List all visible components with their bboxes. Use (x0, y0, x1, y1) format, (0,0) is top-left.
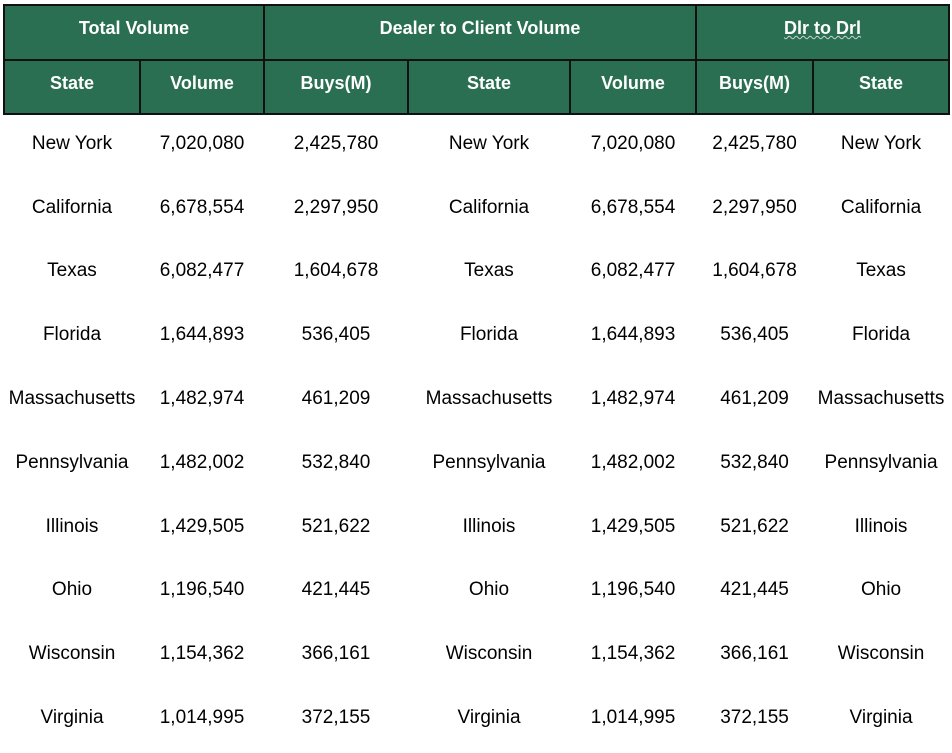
cell-state[interactable]: Illinois (462, 515, 516, 537)
cell-buys[interactable]: 2,425,780 (712, 132, 797, 154)
cell-buys[interactable]: 421,445 (301, 579, 371, 601)
cell-state[interactable]: Wisconsin (28, 643, 116, 665)
cell-volume[interactable]: 1,014,995 (159, 707, 245, 729)
cell-volume[interactable]: 1,196,540 (159, 579, 245, 601)
cell-buys[interactable]: 521,622 (301, 515, 371, 537)
group-header-dealer-to-client[interactable]: Dealer to Client Volume (262, 4, 698, 61)
cell-state[interactable]: Pennsylvania (824, 451, 938, 473)
cell-volume[interactable]: 1,429,505 (590, 515, 676, 537)
cell-buys[interactable]: 1,604,678 (293, 260, 379, 282)
cell-state[interactable]: Virginia (457, 707, 521, 729)
cell-volume[interactable]: 6,082,477 (590, 260, 676, 282)
cell-volume[interactable]: 1,154,362 (159, 643, 245, 665)
cell-state[interactable]: Ohio (860, 579, 902, 601)
cell-state[interactable]: New York (448, 132, 530, 154)
cell-volume[interactable]: 1,644,893 (590, 324, 676, 346)
cell-volume[interactable]: 1,482,974 (590, 388, 676, 410)
table-row: Ohio 1,196,540 421,445 Ohio 1,196,540 421,445… (4, 562, 949, 626)
cell-buys[interactable]: 2,297,950 (293, 196, 379, 218)
state-volume-table: Total Volume Dealer to Client Volume Dlr… (3, 4, 951, 753)
cell-state[interactable]: Massachusetts (817, 388, 945, 410)
column-header-volume[interactable]: Volume (568, 59, 698, 115)
cell-state[interactable]: Texas (856, 260, 906, 282)
cell-buys[interactable]: 366,161 (301, 643, 371, 665)
cell-volume[interactable]: 6,678,554 (159, 196, 245, 218)
table-row: Illinois 1,429,505 521,622 Illinois 1,429,50… (4, 498, 949, 562)
cell-volume[interactable]: 1,482,974 (159, 388, 245, 410)
table-row: Texas 6,082,477 1,604,678 Texas 6,082,477 1,6… (4, 243, 949, 307)
group-header-dlr-to-drl[interactable]: Dlr to Drl (695, 4, 951, 61)
cell-state[interactable]: Ohio (468, 579, 510, 601)
table-row: New York 7,020,080 2,425,780 New York 7,020,… (4, 114, 949, 179)
table-row: Pennsylvania 1,482,002 532,840 Pennsylvania… (4, 434, 949, 498)
cell-state[interactable]: California (448, 196, 530, 218)
column-header-volume[interactable]: Volume (139, 59, 265, 115)
cell-state[interactable]: Florida (459, 324, 519, 346)
column-header-state[interactable]: State (3, 59, 141, 115)
cell-state[interactable]: Illinois (45, 515, 99, 537)
table-row: Massachusetts 1,482,974 461,209 Massachuset… (4, 370, 949, 434)
cell-state[interactable]: Texas (47, 260, 97, 282)
cell-buys[interactable]: 532,840 (720, 451, 789, 473)
cell-state[interactable]: New York (31, 132, 113, 154)
cell-volume[interactable]: 7,020,080 (159, 132, 245, 154)
cell-buys[interactable]: 536,405 (720, 324, 789, 346)
column-header-state[interactable]: State (812, 59, 951, 115)
cell-volume[interactable]: 6,082,477 (159, 260, 245, 282)
cell-volume[interactable]: 1,429,505 (159, 515, 245, 537)
cell-buys[interactable]: 372,155 (720, 707, 789, 729)
column-header-row: State Volume Buys(M) State Volume Buys(M… (3, 59, 951, 115)
cell-state[interactable]: Illinois (854, 515, 908, 537)
table-row: Wisconsin 1,154,362 366,161 Wisconsin 1,154,… (4, 625, 949, 689)
cell-state[interactable]: New York (840, 132, 922, 154)
cell-buys[interactable]: 1,604,678 (712, 260, 797, 282)
cell-state[interactable]: Virginia (40, 707, 104, 729)
cell-state[interactable]: Ohio (51, 579, 93, 601)
cell-state[interactable]: Pennsylvania (432, 451, 546, 473)
table-row: California 6,678,554 2,297,950 California 6,… (4, 179, 949, 243)
group-header-row: Total Volume Dealer to Client Volume Dlr… (3, 4, 951, 61)
cell-buys[interactable]: 421,445 (720, 579, 789, 601)
group-header-dlr-to-drl-label: Dlr to Drl (784, 18, 862, 38)
cell-state[interactable]: California (840, 196, 922, 218)
cell-state[interactable]: Florida (42, 324, 102, 346)
cell-buys[interactable]: 372,155 (301, 707, 371, 729)
table-row: Florida 1,644,893 536,405 Florida 1,644,893 5… (4, 306, 949, 370)
cell-state[interactable]: Virginia (849, 707, 913, 729)
table-row: Virginia 1,014,995 372,155 Virginia 1,014,99… (4, 689, 949, 753)
cell-buys[interactable]: 536,405 (301, 324, 371, 346)
cell-volume[interactable]: 1,482,002 (590, 451, 676, 473)
cell-volume[interactable]: 7,020,080 (590, 132, 676, 154)
cell-buys[interactable]: 532,840 (301, 451, 371, 473)
cell-state[interactable]: Massachusetts (8, 388, 136, 410)
cell-state[interactable]: Massachusetts (425, 388, 553, 410)
group-header-total-volume[interactable]: Total Volume (3, 4, 265, 61)
cell-state[interactable]: Texas (464, 260, 514, 282)
cell-buys[interactable]: 2,425,780 (293, 132, 379, 154)
cell-buys[interactable]: 461,209 (301, 388, 371, 410)
cell-state[interactable]: Pennsylvania (15, 451, 129, 473)
cell-volume[interactable]: 1,482,002 (159, 451, 245, 473)
cell-state[interactable]: Florida (852, 324, 911, 346)
cell-volume[interactable]: 1,154,362 (590, 643, 676, 665)
cell-buys[interactable]: 461,209 (720, 388, 789, 410)
cell-buys[interactable]: 2,297,950 (712, 196, 797, 218)
table-body: New York 7,020,080 2,425,780 New York 7,020,… (4, 114, 949, 753)
cell-volume[interactable]: 1,644,893 (159, 324, 245, 346)
cell-volume[interactable]: 1,014,995 (590, 707, 676, 729)
cell-buys[interactable]: 366,161 (720, 643, 789, 665)
cell-buys[interactable]: 521,622 (720, 515, 789, 537)
column-header-buys[interactable]: Buys(M) (695, 59, 815, 115)
cell-state[interactable]: California (31, 196, 113, 218)
cell-volume[interactable]: 6,678,554 (590, 196, 676, 218)
column-header-state[interactable]: State (407, 59, 571, 115)
cell-volume[interactable]: 1,196,540 (590, 579, 676, 601)
cell-state[interactable]: Wisconsin (445, 643, 533, 665)
column-header-buys[interactable]: Buys(M) (263, 59, 409, 115)
cell-state[interactable]: Wisconsin (837, 643, 925, 665)
spreadsheet-view: Total Volume Dealer to Client Volume Dlr… (3, 4, 951, 728)
